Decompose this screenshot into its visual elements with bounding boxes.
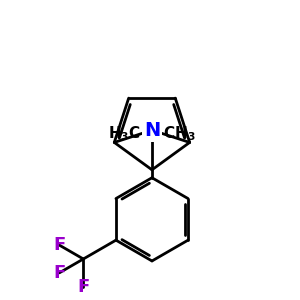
Text: $\mathregular{CH_3}$: $\mathregular{CH_3}$ [164, 124, 196, 142]
Text: F: F [53, 264, 65, 282]
Text: F: F [53, 236, 65, 254]
Text: F: F [77, 278, 89, 296]
Text: $\mathregular{H_3C}$: $\mathregular{H_3C}$ [108, 124, 141, 142]
Text: N: N [144, 121, 160, 140]
